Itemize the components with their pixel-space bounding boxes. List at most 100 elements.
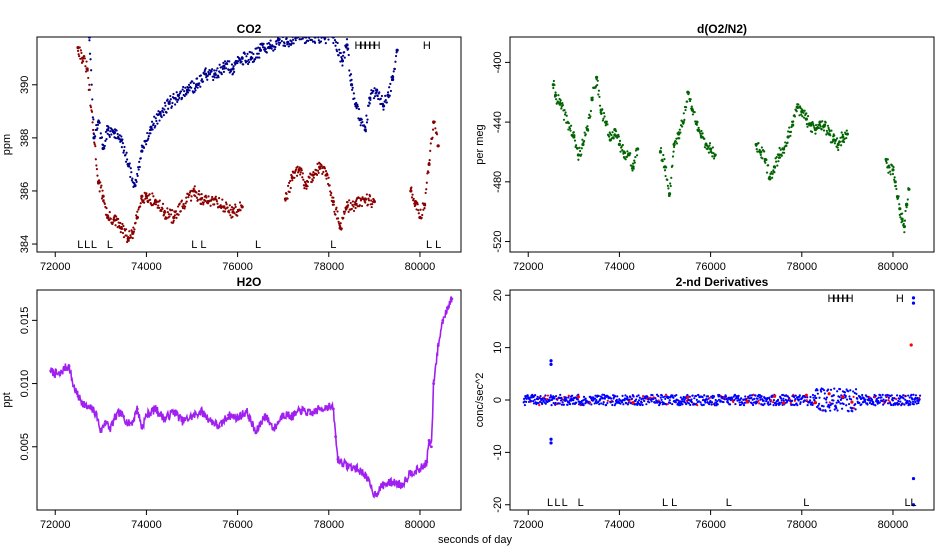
data-point	[578, 149, 582, 153]
data-point	[183, 90, 186, 93]
band-point	[904, 395, 907, 398]
data-point	[80, 51, 83, 55]
data-point	[573, 139, 577, 142]
band-point	[758, 394, 762, 397]
data-point	[197, 189, 201, 193]
data-point	[191, 80, 194, 83]
band-point	[719, 399, 722, 402]
band-point	[866, 403, 869, 406]
data-point	[554, 91, 557, 94]
band-point	[668, 399, 671, 402]
data-point	[386, 94, 389, 97]
data-point	[220, 73, 223, 76]
band-point	[815, 396, 818, 400]
data-point	[149, 125, 153, 129]
data-point	[342, 216, 345, 220]
data-point	[226, 62, 229, 66]
y-axis-label: per meg	[474, 124, 486, 164]
data-point	[839, 136, 842, 139]
data-point	[89, 106, 93, 109]
band-point	[863, 400, 867, 403]
data-point	[192, 189, 195, 192]
data-point	[92, 128, 95, 132]
band-point	[854, 408, 857, 411]
data-point	[388, 86, 391, 89]
high-marker: H	[846, 293, 854, 305]
data-point	[300, 408, 303, 412]
data-point	[703, 137, 706, 140]
data-point	[145, 413, 148, 417]
data-point	[585, 127, 589, 131]
data-point	[597, 93, 600, 96]
data-point	[323, 167, 327, 170]
data-point	[889, 170, 892, 173]
data-point	[686, 100, 689, 103]
data-point	[174, 210, 178, 213]
data-point	[684, 106, 688, 109]
data-point	[175, 91, 178, 94]
data-point	[330, 191, 333, 195]
data-point	[99, 181, 102, 184]
data-point	[151, 192, 154, 195]
data-point	[132, 230, 135, 233]
data-point	[188, 193, 191, 197]
y-tick-label: 20	[492, 289, 504, 301]
data-point	[187, 196, 190, 199]
low-marker: L	[426, 239, 432, 251]
data-point	[106, 128, 110, 132]
data-point	[351, 86, 354, 89]
band-point	[660, 394, 664, 397]
data-point	[435, 131, 438, 134]
data-point	[340, 57, 344, 61]
high-marker: H	[359, 40, 367, 52]
data-point	[332, 203, 335, 206]
data-point	[53, 372, 57, 375]
data-point	[810, 130, 814, 134]
data-point	[99, 186, 102, 189]
data-point	[631, 401, 635, 405]
data-point	[313, 37, 317, 39]
data-point	[245, 60, 249, 63]
band-point	[659, 396, 662, 399]
data-point	[126, 158, 129, 161]
data-point	[132, 226, 135, 229]
data-point	[190, 415, 194, 418]
data-point	[805, 123, 809, 126]
data-point	[200, 78, 204, 81]
data-point	[230, 206, 234, 209]
band-point	[589, 401, 592, 404]
data-point	[324, 174, 327, 177]
data-point	[549, 437, 553, 441]
data-point	[331, 407, 335, 411]
band-point	[829, 388, 833, 391]
data-point	[297, 169, 300, 173]
band-point	[533, 398, 536, 401]
band-point	[898, 394, 902, 397]
data-point	[195, 196, 199, 199]
data-point	[79, 57, 82, 60]
data-point	[135, 180, 138, 183]
data-point	[93, 141, 96, 144]
data-point	[618, 139, 622, 143]
data-point	[223, 210, 227, 213]
low-marker: L	[84, 239, 90, 251]
data-point	[315, 30, 317, 32]
band-point	[890, 403, 893, 407]
data-point	[158, 119, 161, 122]
data-point	[144, 197, 147, 200]
data-point	[806, 125, 809, 128]
data-point	[360, 204, 364, 208]
data-point	[301, 176, 304, 179]
data-point	[185, 196, 188, 199]
data-point	[285, 192, 288, 196]
band-point	[646, 396, 649, 399]
data-point	[429, 142, 432, 145]
band-point	[917, 401, 920, 405]
band-point	[825, 401, 828, 404]
y-axis-label: ppt	[1, 392, 13, 407]
high-marker: H	[837, 293, 845, 305]
data-point	[229, 70, 232, 73]
plot-area	[49, 296, 454, 499]
data-point	[675, 142, 679, 145]
band-point	[534, 393, 537, 397]
